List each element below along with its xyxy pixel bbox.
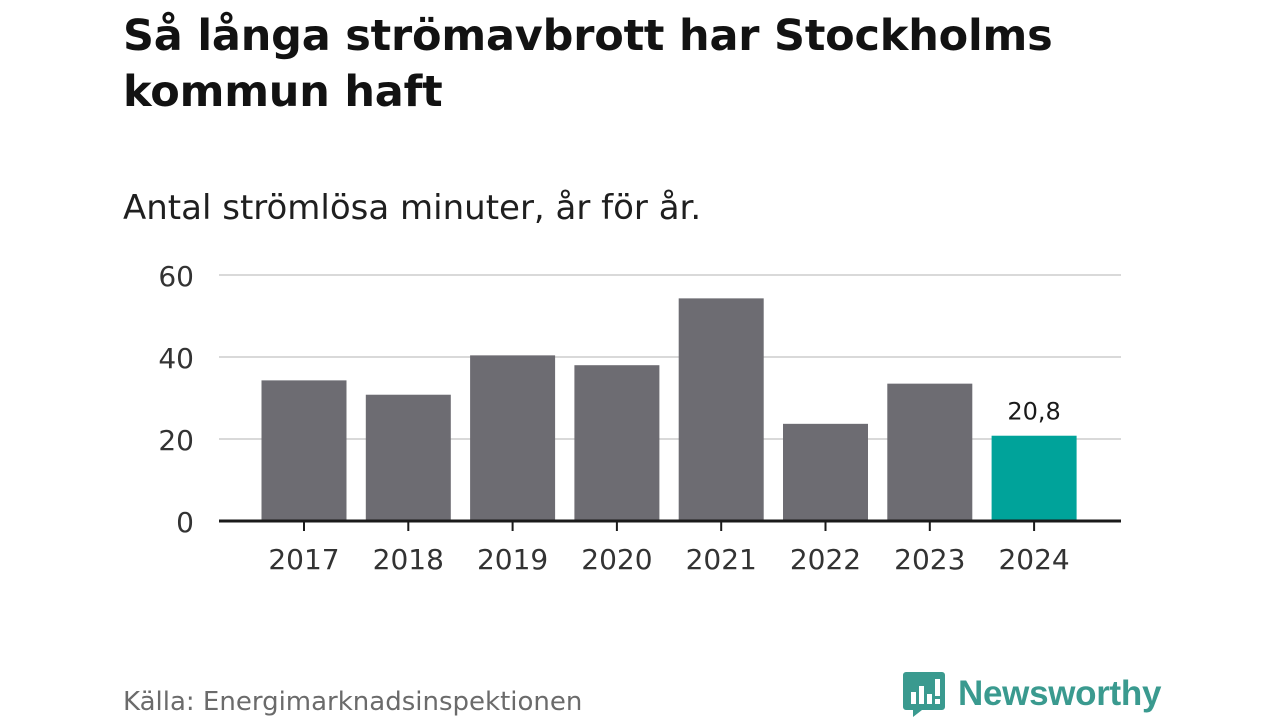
x-tick-label: 2017 bbox=[268, 543, 339, 576]
brand-logo: Newsworthy bbox=[902, 670, 1161, 718]
bar-2018 bbox=[365, 394, 451, 521]
chart-subtitle: Antal strömlösa minuter, år för år. bbox=[123, 188, 702, 228]
y-tick-label: 0 bbox=[176, 506, 194, 539]
bar-chart: 0 20 40 60 2017 2018 2019 2020 2021 2022 2023 2024 2… bbox=[158, 260, 1121, 576]
x-tick-label: 2023 bbox=[894, 543, 965, 576]
source-note: Källa: Energimarknadsinspektionen bbox=[123, 687, 583, 717]
bar-chart-speech-bubble-icon bbox=[903, 672, 945, 717]
chart-title: Så långa strömavbrott har Stockholms kom… bbox=[123, 11, 1053, 117]
x-tick-label: 2021 bbox=[686, 543, 757, 576]
data-label-2024: 20,8 bbox=[1007, 398, 1060, 426]
bar-2022 bbox=[783, 423, 868, 521]
bar-2017 bbox=[261, 380, 347, 521]
y-tick-label: 20 bbox=[158, 424, 194, 457]
x-tick-label: 2019 bbox=[477, 543, 548, 576]
bar-2023 bbox=[887, 383, 973, 521]
x-tick-label: 2018 bbox=[373, 543, 444, 576]
x-tick-label: 2022 bbox=[790, 543, 861, 576]
bar-2020 bbox=[574, 365, 660, 521]
bar-2021 bbox=[678, 298, 764, 521]
brand-name: Newsworthy bbox=[958, 674, 1162, 713]
x-tick-label: 2024 bbox=[998, 543, 1069, 576]
y-tick-label: 60 bbox=[158, 260, 194, 293]
bar-2019 bbox=[470, 355, 556, 521]
y-tick-label: 40 bbox=[158, 342, 194, 375]
x-tick-label: 2020 bbox=[581, 543, 652, 576]
bar-2024 bbox=[991, 435, 1077, 521]
